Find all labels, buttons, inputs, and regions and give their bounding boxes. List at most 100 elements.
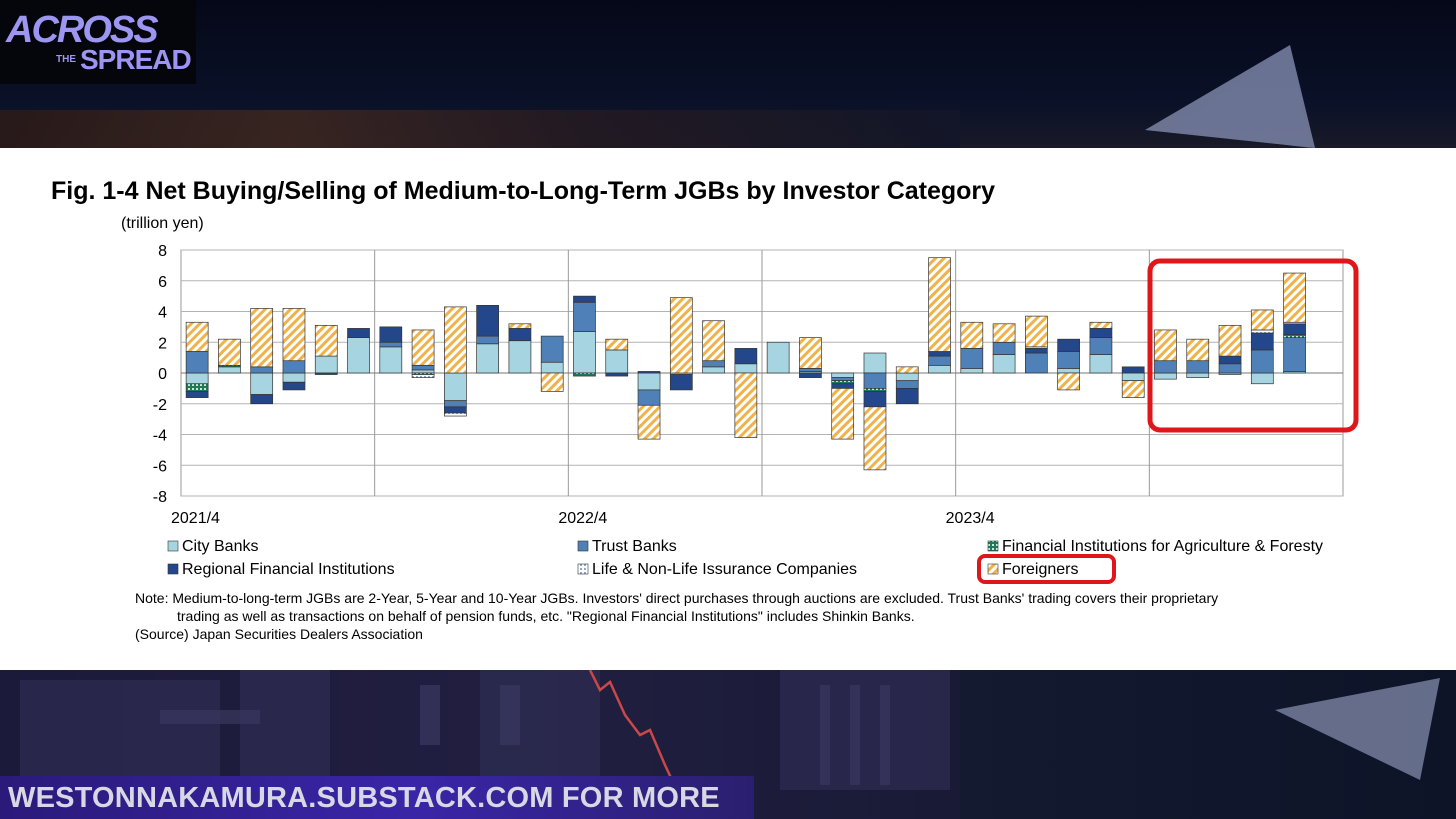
bar-foreigners (508, 323, 532, 329)
bar-regional (347, 328, 370, 338)
bar-regional (444, 406, 467, 414)
bar-city-banks (895, 372, 919, 382)
bar-regional (1057, 338, 1080, 352)
bar-trust-banks (573, 301, 596, 332)
y-tick-label: 6 (158, 274, 167, 291)
bar-city-banks (928, 364, 951, 374)
legend-label-regional: Regional Financial Institutions (182, 561, 395, 578)
bar-regional (476, 305, 499, 337)
bar-city-banks (831, 372, 855, 378)
bar-trust-banks (831, 377, 855, 382)
bar-city-banks (347, 337, 370, 374)
legend-swatch-city-banks (167, 540, 179, 552)
bar-city-banks (863, 352, 887, 374)
chart-panel: Fig. 1-4 Net Buying/Selling of Medium-to… (0, 148, 1456, 670)
legend-label-foreigners: Foreigners (1002, 561, 1078, 578)
bar-foreigners (637, 404, 661, 440)
across-the-spread-logo: ACROSS THE SPREAD (0, 0, 196, 84)
bar-trust-banks (250, 366, 274, 374)
bar-foreigners (1057, 372, 1080, 391)
bar-regional (1283, 323, 1306, 335)
bar-agri (185, 383, 209, 392)
triangle-shape-top (1145, 45, 1315, 148)
bar-foreigners (1218, 324, 1242, 357)
bar-regional (895, 388, 919, 405)
bar-insurance (1250, 329, 1274, 334)
bar-foreigners (831, 388, 855, 440)
bar-foreigners (605, 338, 629, 351)
bar-regional (282, 381, 306, 391)
bar-regional (831, 383, 855, 389)
logo-line3: SPREAD (80, 44, 192, 75)
logo-line2: THE (56, 54, 76, 65)
bar-agri (831, 380, 855, 385)
bar-city-banks (476, 343, 499, 374)
bar-foreigners (1186, 338, 1210, 362)
bar-city-banks (1186, 372, 1210, 378)
bar-trust-banks (540, 335, 564, 363)
bar-trust-banks (702, 360, 725, 368)
bar-regional (1121, 366, 1145, 374)
bar-city-banks (250, 372, 274, 395)
bar-trust-banks (895, 380, 919, 389)
y-tick-label: 4 (158, 305, 167, 322)
bars (185, 257, 1306, 471)
bar-foreigners (411, 329, 435, 366)
bar-city-banks (1089, 354, 1113, 374)
bar-foreigners (185, 321, 209, 352)
bar-city-banks (282, 372, 306, 383)
bar-insurance (411, 374, 435, 378)
bar-foreigners (734, 372, 758, 438)
legend-label-insurance: Life & Non-Life Issurance Companies (592, 561, 857, 578)
bar-foreigners (1089, 321, 1113, 329)
bar-agri (573, 372, 596, 377)
bar-city-banks (960, 368, 984, 374)
bar-foreigners (1154, 329, 1177, 362)
bar-foreigners (799, 337, 822, 369)
bar-city-banks (540, 361, 564, 374)
bar-regional (605, 372, 629, 377)
bar-trust-banks (1186, 360, 1210, 374)
bar-foreigners (1283, 272, 1306, 323)
bar-regional (637, 371, 661, 374)
bar-regional (669, 374, 693, 391)
bar-foreigners (928, 257, 951, 352)
x-tick-label: 2022/4 (558, 510, 607, 527)
bar-regional (734, 348, 758, 365)
x-tick-label: 2021/4 (171, 510, 220, 527)
bar-agri (1283, 334, 1306, 338)
legend-swatch-trust-banks (577, 540, 589, 552)
bar-foreigners (1250, 309, 1274, 331)
bar-agri (863, 388, 887, 392)
bar-city-banks (1057, 368, 1080, 374)
footer-bar (0, 776, 754, 819)
legend: City Banks Trust Banks Financial Institu… (167, 538, 1323, 584)
highlight-box-recent-bars (1147, 258, 1359, 433)
bar-trust-banks (411, 364, 435, 371)
bar-trust-banks (1154, 360, 1177, 374)
legend-swatch-insurance (577, 563, 589, 575)
footer-link-text[interactable]: WESTONNAKAMURA.SUBSTACK.COM FOR MORE (8, 782, 720, 814)
bar-city-banks (1250, 372, 1274, 385)
bar-city-banks (314, 355, 338, 374)
bar-regional (379, 326, 403, 343)
bar-regional (1250, 332, 1274, 351)
bar-city-banks (444, 372, 467, 402)
bar-trust-banks (992, 341, 1016, 355)
bar-regional (1025, 348, 1048, 354)
bar-city-banks (766, 341, 790, 374)
bar-trust-banks (1250, 349, 1274, 374)
bar-regional (185, 391, 209, 398)
bar-trust-banks (928, 355, 951, 366)
bar-foreigners (218, 338, 241, 366)
legend-label-trust-banks: Trust Banks (592, 538, 677, 555)
note-line-2: trading as well as transactions on behal… (177, 608, 915, 624)
bar-city-banks (637, 372, 661, 391)
legend-label-agri: Financial Institutions for Agriculture &… (1002, 538, 1323, 555)
bar-city-banks (734, 363, 758, 374)
chart-title: Fig. 1-4 Net Buying/Selling of Medium-to… (51, 177, 995, 205)
bar-trust-banks (863, 372, 887, 389)
bar-foreigners (702, 320, 725, 362)
y-tick-label: 8 (158, 243, 167, 260)
